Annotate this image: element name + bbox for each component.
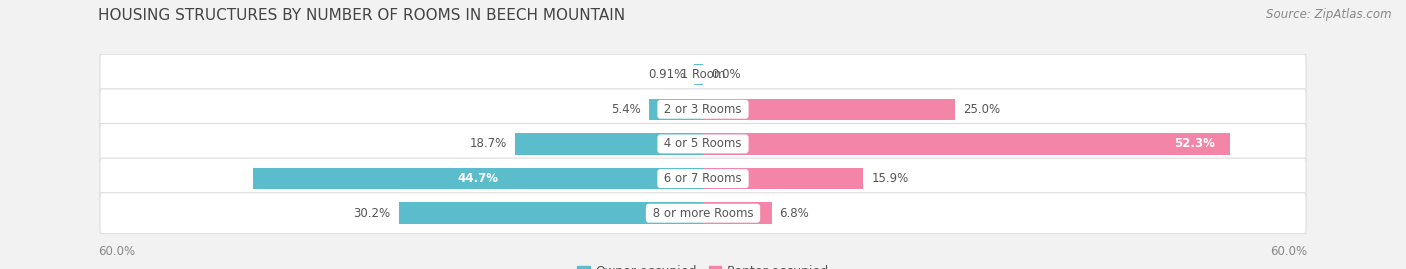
- Text: 30.2%: 30.2%: [353, 207, 391, 220]
- Legend: Owner-occupied, Renter-occupied: Owner-occupied, Renter-occupied: [578, 265, 828, 269]
- Bar: [703, 133, 1230, 155]
- Text: 4 or 5 Rooms: 4 or 5 Rooms: [661, 137, 745, 150]
- Bar: [703, 98, 955, 120]
- Text: 25.0%: 25.0%: [963, 103, 1000, 116]
- Text: 6 or 7 Rooms: 6 or 7 Rooms: [661, 172, 745, 185]
- Text: 5.4%: 5.4%: [610, 103, 641, 116]
- Bar: [515, 133, 703, 155]
- Text: HOUSING STRUCTURES BY NUMBER OF ROOMS IN BEECH MOUNTAIN: HOUSING STRUCTURES BY NUMBER OF ROOMS IN…: [98, 8, 626, 23]
- Text: 18.7%: 18.7%: [470, 137, 506, 150]
- Bar: [253, 168, 703, 189]
- Bar: [648, 98, 703, 120]
- Text: Source: ZipAtlas.com: Source: ZipAtlas.com: [1267, 8, 1392, 21]
- Bar: [693, 64, 703, 85]
- FancyBboxPatch shape: [100, 158, 1306, 199]
- Bar: [703, 168, 863, 189]
- Text: 52.3%: 52.3%: [1174, 137, 1215, 150]
- Text: 0.91%: 0.91%: [648, 68, 686, 81]
- Text: 15.9%: 15.9%: [872, 172, 908, 185]
- Text: 8 or more Rooms: 8 or more Rooms: [648, 207, 758, 220]
- Text: 0.0%: 0.0%: [711, 68, 741, 81]
- Bar: [399, 203, 703, 224]
- Text: 60.0%: 60.0%: [1271, 245, 1308, 258]
- Text: 60.0%: 60.0%: [98, 245, 135, 258]
- FancyBboxPatch shape: [100, 123, 1306, 164]
- Bar: [703, 203, 772, 224]
- FancyBboxPatch shape: [100, 193, 1306, 234]
- Text: 1 Room: 1 Room: [676, 68, 730, 81]
- FancyBboxPatch shape: [100, 54, 1306, 95]
- FancyBboxPatch shape: [100, 89, 1306, 130]
- Text: 44.7%: 44.7%: [457, 172, 498, 185]
- Text: 6.8%: 6.8%: [779, 207, 810, 220]
- Text: 2 or 3 Rooms: 2 or 3 Rooms: [661, 103, 745, 116]
